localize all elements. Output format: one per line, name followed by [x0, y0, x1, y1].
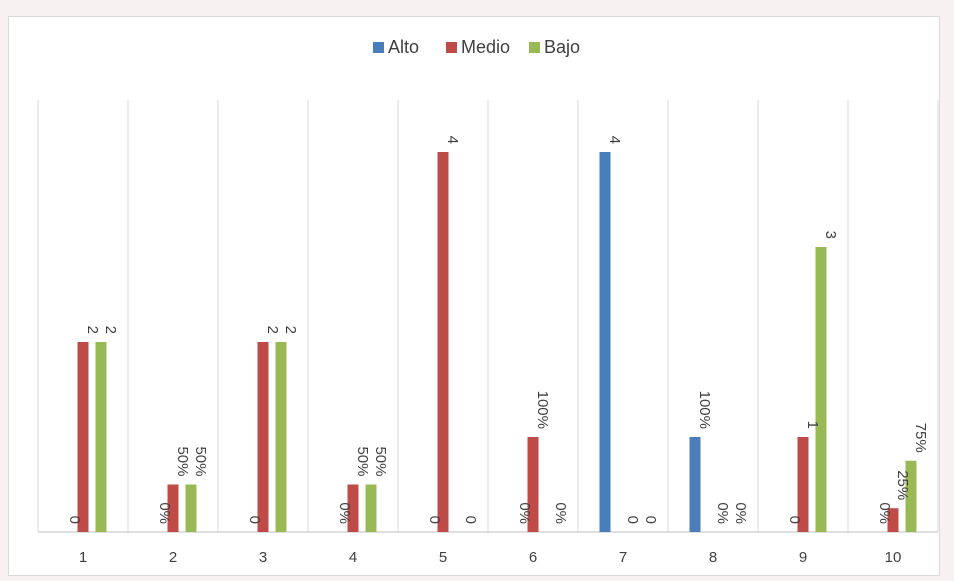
- bar-alto: [689, 437, 701, 532]
- data-label: 0%: [714, 502, 731, 524]
- data-label: 2: [102, 326, 119, 334]
- data-label: 4: [606, 136, 623, 144]
- bar-medio: [257, 342, 269, 532]
- bar-bajo: [95, 342, 107, 532]
- bar-medio: [167, 484, 179, 532]
- data-label: 4: [444, 136, 461, 144]
- data-label: 0%: [732, 502, 749, 524]
- x-tick-label: 1: [79, 549, 87, 566]
- data-label: 0: [786, 516, 803, 524]
- x-tick-label: 4: [349, 549, 357, 566]
- x-tick-label: 8: [709, 549, 717, 566]
- x-tick-label: 3: [259, 549, 267, 566]
- bar-medio: [527, 437, 539, 532]
- data-label: 0%: [876, 502, 893, 524]
- bar-bajo: [815, 247, 827, 532]
- data-label: 2: [282, 326, 299, 334]
- x-tick-label: 7: [619, 549, 627, 566]
- bar-medio: [797, 437, 809, 532]
- data-label: 50%: [174, 446, 191, 476]
- data-label: 3: [822, 231, 839, 239]
- data-label: 100%: [534, 391, 551, 429]
- data-label: 0: [462, 516, 479, 524]
- x-tick-label: 5: [439, 549, 447, 566]
- bar-alto: [599, 152, 611, 532]
- legend-label-alto: Alto: [388, 37, 419, 57]
- data-label: 0%: [552, 502, 569, 524]
- data-label: 50%: [354, 446, 371, 476]
- data-label: 0%: [516, 502, 533, 524]
- legend-label-medio: Medio: [461, 37, 510, 57]
- x-tick-label: 10: [885, 549, 902, 566]
- bar-bajo: [365, 484, 377, 532]
- data-label: 0: [624, 516, 641, 524]
- x-axis-tick-labels: 1 2 3 4 5 6 7 8 9 10: [79, 549, 902, 566]
- bar-group: [77, 152, 917, 532]
- x-tick-label: 9: [799, 549, 807, 566]
- data-label: 25%: [894, 470, 911, 500]
- legend-swatch-medio: [446, 42, 457, 53]
- data-label: 100%: [696, 391, 713, 429]
- legend-swatch-alto: [373, 42, 384, 53]
- data-label: 0%: [336, 502, 353, 524]
- bar-medio: [77, 342, 89, 532]
- data-label: 0%: [156, 502, 173, 524]
- legend-swatch-bajo: [529, 42, 540, 53]
- bar-medio: [887, 508, 899, 532]
- data-label: 50%: [192, 446, 209, 476]
- data-label: 2: [84, 326, 101, 334]
- data-label: 1: [804, 421, 821, 429]
- category-gridlines: [37, 100, 939, 533]
- data-label-group: 02 20%50% 50%02 20%50% 50%040 0%100%0%40 0100%…: [66, 136, 929, 524]
- legend: Alto Medio Bajo: [373, 37, 580, 57]
- chart-frame: [8, 16, 940, 576]
- data-label: 75%: [912, 423, 929, 453]
- data-label: 2: [264, 326, 281, 334]
- x-tick-label: 2: [169, 549, 177, 566]
- bar-medio: [347, 484, 359, 532]
- bar-bajo: [905, 460, 917, 532]
- data-label: 50%: [372, 446, 389, 476]
- legend-label-bajo: Bajo: [544, 37, 580, 57]
- data-label: 0: [426, 516, 443, 524]
- data-label: 0: [642, 516, 659, 524]
- bar-medio: [437, 152, 449, 532]
- bar-bajo: [275, 342, 287, 532]
- data-label: 0: [246, 516, 263, 524]
- x-tick-label: 6: [529, 549, 537, 566]
- bar-bajo: [185, 484, 197, 532]
- data-label: 0: [66, 516, 83, 524]
